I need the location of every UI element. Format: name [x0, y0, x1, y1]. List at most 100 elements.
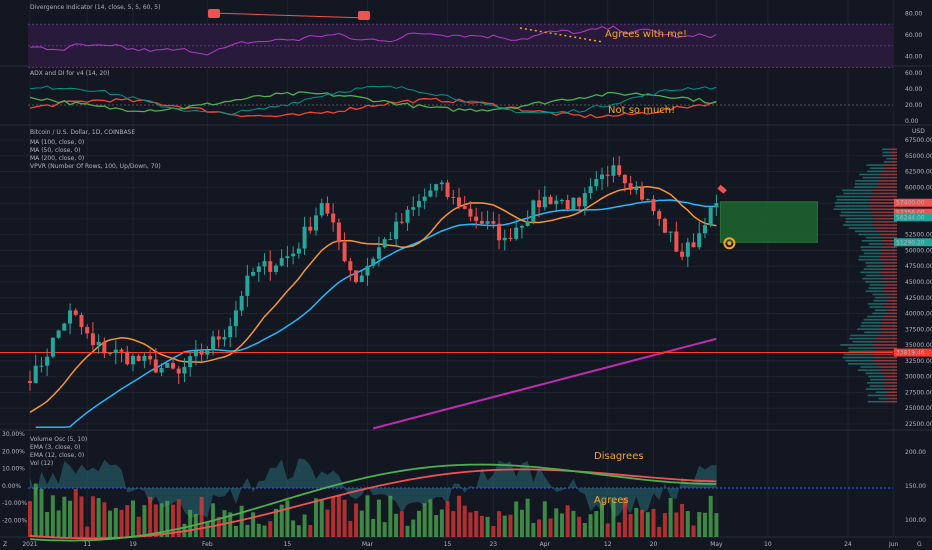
x-axis-right-label: G: [917, 541, 922, 548]
vpvr-bar: [880, 325, 897, 327]
vpvr-bar: [887, 391, 897, 394]
candle-body: [354, 270, 359, 282]
vpvr-bar: [833, 208, 869, 211]
volume-bar: [697, 512, 702, 537]
vpvr-bar: [881, 249, 897, 252]
vpvr-bar: [880, 271, 897, 274]
candle-body: [502, 237, 507, 241]
volume-bar: [256, 523, 261, 537]
volume-bar: [445, 501, 450, 537]
candle-body: [262, 261, 267, 267]
vpvr-bar: [877, 186, 897, 188]
volume-bar: [497, 511, 502, 537]
volume-bar: [405, 525, 410, 537]
vpvr-bar: [865, 281, 883, 283]
vpvr-bar: [875, 391, 888, 394]
x-axis-label: May: [710, 541, 723, 548]
candle-body: [708, 207, 713, 226]
vpvr-bar: [886, 157, 893, 160]
volume-bar: [113, 508, 118, 537]
vpvr-bar: [835, 195, 870, 198]
volume-bar: [611, 500, 616, 537]
vpvr-bar: [865, 262, 883, 264]
vpvr-bar: [883, 265, 897, 267]
divergence-line: [212, 12, 367, 19]
volume-bar: [640, 509, 645, 537]
candle-body: [416, 200, 421, 208]
vpvr-bar: [884, 378, 897, 381]
candle-body: [73, 310, 78, 315]
vpvr-bar: [887, 296, 897, 299]
volume-bar: [354, 503, 359, 537]
candle-body: [45, 356, 50, 366]
x-axis-label: 24: [844, 541, 852, 548]
candle-body: [457, 197, 461, 207]
volume-bar: [605, 523, 610, 537]
volume-bar: [617, 522, 622, 537]
candle-body: [113, 349, 118, 354]
volume-bar: [279, 504, 284, 537]
candle-body: [651, 199, 656, 212]
volume-tick-label: 150.00: [905, 483, 926, 490]
vpvr-bar: [883, 274, 897, 277]
volume-bar: [108, 510, 113, 537]
volume-bar: [45, 511, 50, 537]
vpvr-bar: [849, 337, 876, 340]
indicator-label: VPVR (Number Of Rows, 100, Up/Down, 70): [30, 163, 161, 170]
candle-body: [273, 265, 278, 272]
volume-annotation-bottom: Agrees: [594, 495, 629, 506]
volume-bar: [628, 514, 633, 537]
volume-bar: [130, 500, 135, 537]
price-tick-label: 47500.00: [905, 263, 932, 270]
vpvr-bar: [861, 322, 881, 324]
candle-body: [79, 314, 84, 328]
target-box: [719, 201, 818, 243]
vpvr-bar: [858, 233, 880, 236]
vpvr-bar: [865, 388, 883, 390]
volume-bar: [422, 503, 427, 537]
volume-bar: [62, 496, 67, 537]
volume-bar: [434, 515, 439, 537]
rsi-title: Divergence Indicator (14, close, 5, 5, 6…: [30, 4, 160, 11]
vpvr-bar: [880, 322, 897, 324]
vpvr-bar: [848, 363, 876, 365]
volume-bar: [428, 499, 433, 537]
candle-body: [491, 221, 496, 224]
volume-bar: [216, 516, 221, 537]
vpvr-bar: [854, 186, 878, 188]
volume-bar: [411, 519, 416, 537]
vpvr-bar: [863, 318, 882, 321]
volume-bar: [102, 502, 107, 537]
volume-bar: [491, 526, 496, 537]
candle-body: [399, 221, 404, 223]
x-axis-label: 23: [489, 541, 497, 548]
vpvr-bar: [845, 359, 874, 362]
price-tick-label: 62500.00: [905, 169, 932, 176]
candle-body: [376, 247, 381, 259]
candle-body: [325, 203, 330, 214]
vpvr-bar: [879, 258, 897, 261]
vpvr-bar: [860, 325, 881, 327]
candle-body: [714, 203, 719, 208]
volume-bar: [416, 510, 421, 537]
candle-body: [56, 330, 61, 338]
vpvr-bar: [859, 255, 880, 258]
vpvr-bar: [885, 293, 897, 296]
vpvr-bar: [878, 230, 897, 233]
volume-bar: [119, 509, 124, 537]
volume-bar: [462, 505, 467, 537]
volume-bar: [136, 516, 141, 537]
vpvr-bar: [845, 221, 874, 223]
candle-body: [680, 251, 685, 257]
volume-bar: [691, 525, 696, 537]
volume-bar: [365, 495, 370, 537]
ema12-line: [29, 468, 717, 540]
volume-bar: [582, 523, 587, 537]
volume-bar: [319, 500, 324, 537]
vpvr-bar: [876, 340, 897, 343]
adx-di-plus-line: [29, 91, 717, 113]
vpvr-bar: [840, 211, 872, 214]
volume-bar: [148, 496, 153, 537]
candle-body: [90, 333, 95, 346]
volume-bar: [708, 495, 713, 537]
